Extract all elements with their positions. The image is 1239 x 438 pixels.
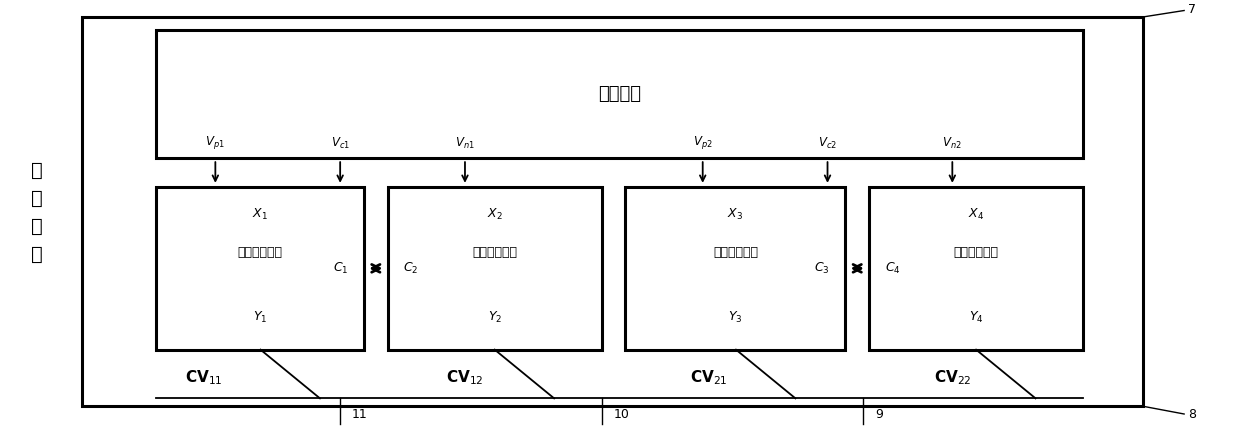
Text: $X_1$: $X_1$: [252, 207, 268, 223]
Text: 控制电路: 控制电路: [598, 85, 641, 103]
Text: 11: 11: [352, 408, 368, 421]
Text: 第四模拟开关: 第四模拟开关: [954, 247, 999, 259]
Text: 控
制
模
块: 控 制 模 块: [31, 161, 43, 264]
Text: $Y_1$: $Y_1$: [253, 310, 268, 325]
Text: $C_1$: $C_1$: [333, 261, 348, 276]
Text: $Y_2$: $Y_2$: [488, 310, 502, 325]
Text: $C_2$: $C_2$: [403, 261, 419, 276]
Text: $C_3$: $C_3$: [814, 261, 830, 276]
Text: 第三模拟开关: 第三模拟开关: [712, 247, 758, 259]
Text: $\mathbf{CV}_{11}$: $\mathbf{CV}_{11}$: [185, 368, 222, 387]
Text: $V_{c1}$: $V_{c1}$: [331, 135, 349, 151]
Text: 第一模拟开关: 第一模拟开关: [238, 247, 282, 259]
Bar: [869, 187, 1083, 350]
Text: 10: 10: [613, 408, 629, 421]
Text: 第二模拟开关: 第二模拟开关: [472, 247, 517, 259]
Text: $\mathbf{CV}_{12}$: $\mathbf{CV}_{12}$: [446, 368, 483, 387]
Text: $V_{n1}$: $V_{n1}$: [455, 135, 475, 151]
Text: $Y_4$: $Y_4$: [969, 310, 984, 325]
Bar: [156, 187, 364, 350]
Text: 7: 7: [1188, 3, 1196, 16]
Text: $V_{c2}$: $V_{c2}$: [818, 135, 838, 151]
Text: $V_{n2}$: $V_{n2}$: [943, 135, 963, 151]
Bar: [626, 187, 845, 350]
Text: $X_2$: $X_2$: [487, 207, 503, 223]
Text: $X_3$: $X_3$: [727, 207, 743, 223]
Text: $V_{p2}$: $V_{p2}$: [693, 134, 712, 151]
Text: 9: 9: [875, 408, 883, 421]
Bar: [156, 30, 1083, 159]
Text: 8: 8: [1188, 408, 1196, 421]
Bar: [388, 187, 602, 350]
Text: $X_4$: $X_4$: [968, 207, 984, 223]
Text: $V_{p1}$: $V_{p1}$: [206, 134, 225, 151]
Bar: [82, 17, 1142, 406]
Text: $Y_3$: $Y_3$: [729, 310, 742, 325]
Text: $\mathbf{CV}_{22}$: $\mathbf{CV}_{22}$: [933, 368, 971, 387]
Text: $\mathbf{CV}_{21}$: $\mathbf{CV}_{21}$: [690, 368, 727, 387]
Text: $C_4$: $C_4$: [885, 261, 901, 276]
